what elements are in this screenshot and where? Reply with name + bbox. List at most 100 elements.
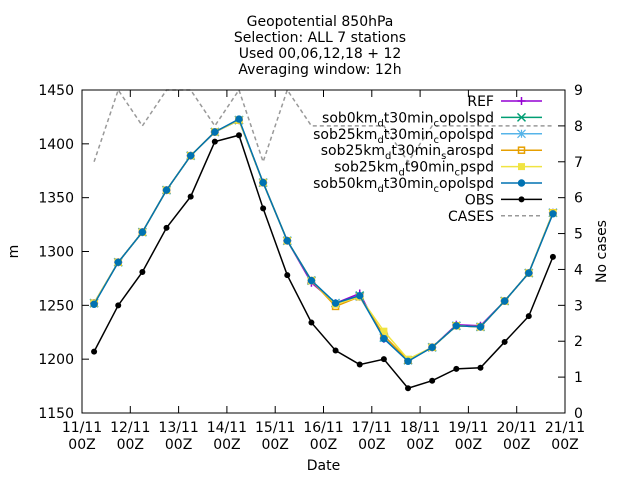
data-point [429, 377, 436, 384]
title-line: Selection: ALL 7 stations [234, 30, 406, 46]
y2-tick-label: 5 [574, 227, 583, 243]
x-tick-label: 17/11 [352, 420, 392, 436]
data-point [452, 322, 461, 330]
data-point [476, 323, 485, 331]
legend-label: sob50kmdt30mincopolspd [313, 176, 494, 195]
data-point [260, 205, 267, 212]
y2-tick-label: 1 [574, 370, 583, 386]
x-tick-label-hour: 00Z [455, 437, 482, 453]
x-tick-label: 19/11 [448, 420, 488, 436]
y2-tick-label: 3 [574, 298, 583, 314]
data-point [517, 97, 526, 105]
y2-tick-label: 2 [574, 334, 583, 350]
data-point [380, 335, 388, 343]
data-point [259, 178, 267, 187]
axes: 1150 1200 1250 1300 1350 1400 1450 0 1 2 3 4 5 6 7 8 9 11… [6, 83, 610, 474]
x-tick-label-hour: 00Z [358, 437, 385, 453]
x-tick-label-hour: 00Z [68, 437, 95, 453]
data-point [308, 319, 315, 326]
legend-item: sob25kmdt30minsarospd [321, 143, 542, 162]
data-point [186, 151, 195, 160]
title-line: Used 00,06,12,18 + 12 [239, 46, 402, 62]
x-tick-label: 15/11 [255, 420, 295, 436]
data-point [235, 132, 242, 139]
y-tick-label: 1200 [38, 352, 74, 368]
data-point [163, 224, 170, 231]
data-point [114, 258, 122, 266]
data-point [405, 385, 412, 392]
data-point [211, 128, 219, 136]
data-point [380, 356, 387, 363]
x-tick-label: 11/11 [62, 420, 102, 436]
data-point [211, 138, 218, 145]
legend-item: CASES [448, 209, 542, 225]
x-tick-label-hour: 00Z [165, 437, 192, 453]
series-line [93, 134, 554, 390]
data-point [162, 186, 171, 194]
data-point [516, 112, 527, 122]
y-tick-label: 1400 [38, 137, 74, 153]
legend-label: sob25kmdt30minsarospd [321, 143, 494, 162]
x-tick-label-hour: 00Z [261, 437, 288, 453]
legend-item: sob25kmdt30mincopolspd [313, 127, 542, 146]
legend-item: sob0kmdt30mincopolspd [322, 110, 542, 129]
x-tick-label: 13/11 [158, 420, 198, 436]
title-line: Geopotential 850hPa [247, 14, 394, 30]
legend-label: sob0kmdt30mincopolspd [322, 110, 494, 129]
x-tick-label: 20/11 [497, 420, 537, 436]
legend-item: sob50kmdt30mincopolspd [313, 176, 542, 195]
title-line: Averaging window: 12h [238, 62, 401, 78]
y2-tick-label: 7 [574, 155, 583, 171]
data-point [428, 343, 436, 352]
x-tick-label: 18/11 [400, 420, 440, 436]
data-point [477, 364, 484, 371]
data-point [518, 196, 525, 203]
y-tick-label: 1350 [38, 191, 74, 207]
data-point [380, 327, 388, 335]
data-point [331, 299, 340, 307]
y-tick-label: 1150 [38, 406, 74, 422]
series-layer [89, 115, 558, 392]
data-point [518, 163, 525, 171]
x-tick-label: 14/11 [207, 420, 247, 436]
data-point [517, 179, 526, 187]
x-tick-label: 12/11 [110, 420, 150, 436]
series [90, 115, 557, 366]
legend-label: OBS [465, 192, 494, 208]
x-tick-label-hour: 00Z [213, 437, 240, 453]
y-axis-label: m [6, 245, 22, 259]
y2-tick-label: 0 [574, 406, 583, 422]
data-point [235, 115, 243, 123]
y2-tick-label: 6 [574, 191, 583, 207]
x-axis-label: Date [307, 458, 340, 474]
data-point [404, 357, 412, 366]
data-point [332, 347, 339, 354]
legend-label: REF [467, 94, 494, 110]
x-tick-label-hour: 00Z [310, 437, 337, 453]
legend-label: sob25kmdt30mincopolspd [313, 127, 494, 146]
data-point [139, 268, 146, 275]
data-point [307, 276, 316, 285]
y-tick-label: 1300 [38, 245, 74, 261]
cases-line [93, 88, 553, 165]
data-point [549, 253, 556, 260]
y2-tick-label: 4 [574, 262, 583, 278]
data-point [90, 300, 98, 308]
data-point [525, 269, 533, 277]
y-tick-label: 1450 [38, 83, 74, 99]
data-point [283, 237, 291, 245]
data-point [187, 193, 194, 200]
y-tick-label: 1250 [38, 298, 74, 314]
data-point [453, 365, 460, 372]
legend-label: CASES [448, 209, 494, 225]
x-tick-label-hour: 00Z [406, 437, 433, 453]
y2-tick-label: 8 [574, 119, 583, 135]
series [91, 132, 556, 392]
data-point [500, 297, 509, 305]
legend-item: sob25kmdt90mincpspd [334, 160, 542, 179]
legend-item: REF [467, 94, 542, 110]
data-point [501, 338, 508, 345]
series-line [93, 118, 554, 363]
